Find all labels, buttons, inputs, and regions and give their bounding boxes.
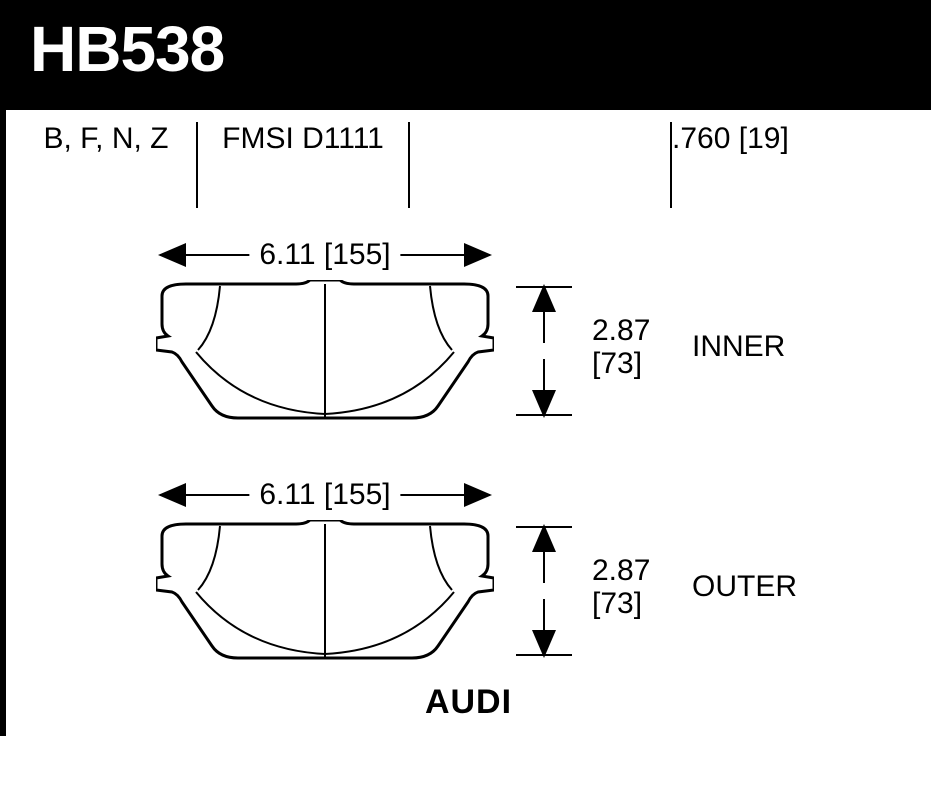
spec-divider (408, 122, 410, 208)
height-label-inner: 2.87 [73] (592, 314, 650, 380)
width-label-inner: 6.11 [155] (249, 238, 400, 272)
arrow-down-icon (532, 390, 556, 418)
spec-fmsi: FMSI D1111 (198, 118, 408, 156)
arrow-left-icon (158, 483, 186, 507)
pad-label-outer: OUTER (692, 570, 797, 604)
thickness-in: .760 (672, 122, 730, 155)
pad-inner-shape (156, 280, 494, 420)
arrow-left-icon (158, 243, 186, 267)
width-label-outer: 6.11 [155] (249, 478, 400, 512)
thickness-mm: [19] (739, 122, 789, 155)
height-label-outer: 2.87 [73] (592, 554, 650, 620)
width-mm: 155 (332, 238, 382, 271)
arrow-down-icon (532, 630, 556, 658)
dim-gap (534, 583, 554, 599)
height-dimension-inner (516, 286, 572, 416)
arrow-right-icon (464, 483, 492, 507)
specs-row: B, F, N, Z FMSI D1111 .760 [19] (6, 110, 931, 208)
width-dimension-outer: 6.11 [155] (160, 470, 490, 520)
arrow-right-icon (464, 243, 492, 267)
vehicle-make: AUDI (6, 683, 931, 722)
height-mm: 73 (600, 347, 633, 380)
spec-compounds: B, F, N, Z (6, 118, 196, 156)
pad-label-inner: INNER (692, 330, 785, 364)
arrow-up-icon (532, 284, 556, 312)
height-mm: 73 (600, 587, 633, 620)
header-bar: HB538 (0, 0, 931, 104)
width-mm: 155 (332, 478, 382, 511)
height-in: 2.87 (592, 554, 650, 587)
part-number: HB538 (30, 12, 901, 86)
pad-inner-unit: 6.11 [155] 2.87 [73] (156, 230, 806, 420)
content-frame: B, F, N, Z FMSI D1111 .760 [19] 6.11 [15… (0, 104, 931, 736)
diagram-area: 6.11 [155] 2.87 [73] (66, 230, 876, 720)
spec-thickness: .760 [19] (672, 118, 842, 156)
arrow-up-icon (532, 524, 556, 552)
height-dimension-outer (516, 526, 572, 656)
pad-outer-unit: 6.11 [155] 2.87 [73] (156, 470, 806, 660)
dim-gap (534, 343, 554, 359)
width-in: 6.11 (259, 478, 315, 511)
width-dimension-inner: 6.11 [155] (160, 230, 490, 280)
width-in: 6.11 (259, 238, 315, 271)
height-in: 2.87 (592, 314, 650, 347)
pad-outer-shape (156, 520, 494, 660)
